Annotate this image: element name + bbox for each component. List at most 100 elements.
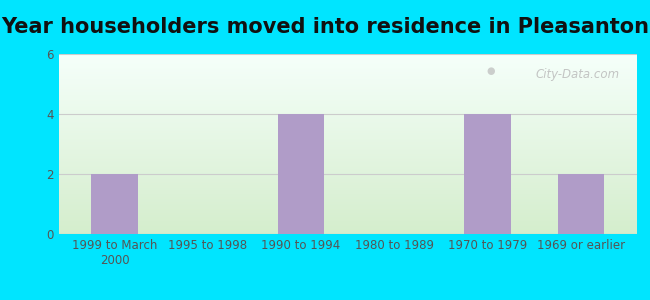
Bar bbox=[58, 132, 637, 133]
Bar bbox=[58, 202, 637, 203]
Bar bbox=[58, 223, 637, 224]
Bar bbox=[58, 57, 637, 58]
Bar bbox=[58, 230, 637, 231]
Bar bbox=[58, 165, 637, 166]
Bar bbox=[58, 59, 637, 60]
Bar bbox=[58, 180, 637, 181]
Bar bbox=[58, 85, 637, 86]
Bar bbox=[58, 207, 637, 208]
Bar bbox=[58, 183, 637, 184]
Bar bbox=[58, 233, 637, 234]
Bar bbox=[58, 153, 637, 154]
Bar bbox=[58, 218, 637, 219]
Bar bbox=[58, 96, 637, 97]
Bar bbox=[58, 205, 637, 206]
Text: City-Data.com: City-Data.com bbox=[536, 68, 619, 81]
Bar bbox=[58, 215, 637, 216]
Bar bbox=[58, 120, 637, 121]
Bar bbox=[58, 102, 637, 103]
Bar bbox=[58, 200, 637, 201]
Bar bbox=[58, 73, 637, 74]
Bar bbox=[58, 78, 637, 79]
Bar bbox=[58, 172, 637, 173]
Bar bbox=[58, 224, 637, 225]
Bar bbox=[58, 76, 637, 77]
Bar bbox=[58, 216, 637, 217]
Bar bbox=[58, 181, 637, 182]
Bar bbox=[58, 187, 637, 188]
Bar bbox=[58, 229, 637, 230]
Bar bbox=[58, 101, 637, 102]
Bar bbox=[58, 112, 637, 113]
Bar bbox=[58, 138, 637, 139]
Bar bbox=[58, 217, 637, 218]
Bar bbox=[58, 136, 637, 137]
Bar bbox=[58, 127, 637, 128]
Bar bbox=[58, 148, 637, 149]
Bar bbox=[58, 179, 637, 180]
Bar bbox=[58, 70, 637, 71]
Bar bbox=[58, 66, 637, 67]
Bar bbox=[58, 97, 637, 98]
Bar bbox=[58, 85, 637, 86]
Bar bbox=[58, 150, 637, 151]
Bar bbox=[58, 176, 637, 177]
Bar bbox=[58, 61, 637, 62]
Bar bbox=[58, 104, 637, 105]
Bar bbox=[58, 124, 637, 125]
Bar bbox=[58, 157, 637, 158]
Bar bbox=[58, 184, 637, 185]
Bar bbox=[58, 94, 637, 95]
Bar bbox=[58, 56, 637, 57]
Bar bbox=[58, 168, 637, 169]
Bar bbox=[58, 118, 637, 119]
Bar bbox=[58, 158, 637, 159]
Bar bbox=[58, 231, 637, 232]
Bar bbox=[58, 225, 637, 226]
Bar bbox=[58, 86, 637, 87]
Bar bbox=[58, 93, 637, 94]
Bar bbox=[58, 77, 637, 78]
Bar bbox=[58, 63, 637, 64]
Bar bbox=[58, 108, 637, 109]
Bar bbox=[58, 219, 637, 220]
Bar bbox=[58, 194, 637, 195]
Bar bbox=[58, 173, 637, 174]
Bar bbox=[58, 115, 637, 116]
Bar bbox=[58, 134, 637, 135]
Bar bbox=[58, 195, 637, 196]
Bar bbox=[58, 232, 637, 233]
Bar bbox=[58, 201, 637, 202]
Bar bbox=[58, 228, 637, 229]
Bar bbox=[58, 197, 637, 198]
Bar bbox=[58, 203, 637, 204]
Bar bbox=[58, 58, 637, 59]
Bar bbox=[58, 209, 637, 210]
Bar bbox=[58, 54, 637, 55]
Bar bbox=[58, 139, 637, 140]
Bar bbox=[58, 145, 637, 146]
Bar bbox=[58, 65, 637, 66]
Bar bbox=[58, 154, 637, 155]
Bar bbox=[58, 221, 637, 222]
Bar bbox=[58, 137, 637, 138]
Bar bbox=[58, 129, 637, 130]
Bar bbox=[58, 135, 637, 136]
Text: Year householders moved into residence in Pleasanton: Year householders moved into residence i… bbox=[1, 17, 649, 37]
Bar bbox=[58, 190, 637, 191]
Bar bbox=[58, 105, 637, 106]
Bar bbox=[58, 107, 637, 108]
Bar bbox=[58, 69, 637, 70]
Bar bbox=[464, 114, 511, 234]
Bar bbox=[58, 87, 637, 88]
Bar bbox=[58, 199, 637, 200]
Bar bbox=[58, 212, 637, 213]
Bar bbox=[58, 171, 637, 172]
Bar bbox=[58, 113, 637, 114]
Bar bbox=[58, 227, 637, 228]
Bar bbox=[58, 126, 637, 127]
Bar bbox=[58, 146, 637, 147]
Bar bbox=[58, 167, 637, 168]
Bar bbox=[58, 174, 637, 175]
Bar bbox=[558, 174, 605, 234]
